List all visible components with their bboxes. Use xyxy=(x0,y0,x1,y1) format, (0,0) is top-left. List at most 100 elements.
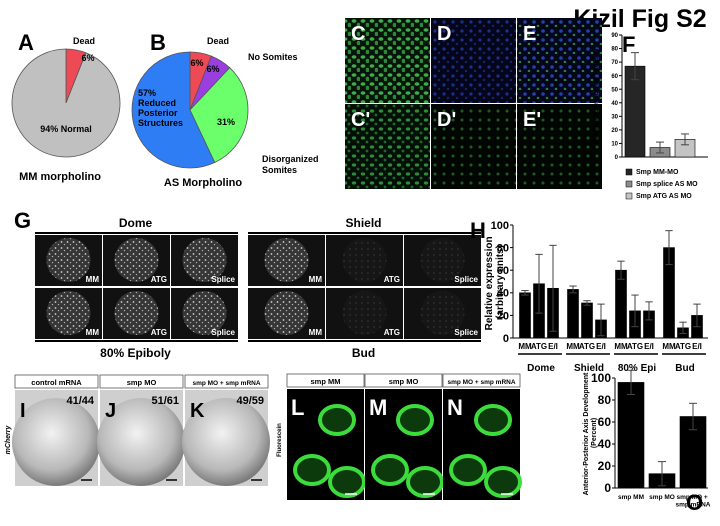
legend-swatch xyxy=(625,168,633,176)
embryo xyxy=(371,454,409,486)
embryo xyxy=(396,404,434,436)
y-tick-label: 50 xyxy=(611,87,618,93)
panel-label: L xyxy=(291,395,304,420)
y-tick-label: 40 xyxy=(611,101,618,107)
image-label: ATG xyxy=(151,275,167,284)
embryo xyxy=(182,291,227,335)
embryo xyxy=(114,238,159,282)
y-tick-label: 0 xyxy=(604,481,611,495)
group-label: Dome xyxy=(527,363,555,374)
x-tick-label: smp MO xyxy=(649,494,675,501)
y-tick-label: 10 xyxy=(611,142,618,148)
panel-label: E xyxy=(523,23,536,45)
bar xyxy=(615,269,627,339)
x-tick-label: smp MO + smp mRNA xyxy=(675,494,710,509)
embryo xyxy=(484,466,522,498)
image-label: MM xyxy=(86,328,100,337)
embryo xyxy=(182,398,270,486)
legend-label: Smp MM-MO xyxy=(636,169,679,176)
pie-slice xyxy=(189,67,249,164)
header-box xyxy=(14,374,99,389)
header: smp MO xyxy=(127,378,157,387)
embryo xyxy=(264,291,309,335)
x-tick-label: E/I xyxy=(644,342,654,351)
y-axis-label: Relative expression (arbitrary units) xyxy=(484,234,506,331)
image-label: MM xyxy=(309,275,323,284)
embryo xyxy=(474,404,512,436)
embryo xyxy=(420,238,465,282)
group-label: Shield xyxy=(574,363,604,374)
header: smp MO + smp mRNA xyxy=(192,380,260,387)
panel-label: K xyxy=(190,400,205,422)
category-label: Dead xyxy=(73,36,95,46)
stage-label: Bud xyxy=(352,346,375,360)
y-tick-label: 80 xyxy=(611,47,618,53)
group-label: Bud xyxy=(675,363,694,374)
image-label: Splice xyxy=(211,275,235,284)
header-box xyxy=(184,374,269,389)
image-label: Splice xyxy=(454,328,478,337)
panel-label: E' xyxy=(523,109,541,131)
value-label: 94% Normal xyxy=(40,124,92,134)
x-tick-label: E/I xyxy=(596,342,606,351)
x-tick-label: ATG xyxy=(627,342,643,351)
group-label: 80% Epi xyxy=(618,363,657,374)
embryo xyxy=(97,398,185,486)
embryo xyxy=(182,238,227,282)
y-axis-label: Anterior-Posterior Axis Development (Per… xyxy=(583,371,598,496)
stage-label: Shield xyxy=(345,216,381,230)
header-box xyxy=(286,373,365,388)
embryo xyxy=(449,454,487,486)
header: smp MO xyxy=(389,377,419,386)
count: 51/61 xyxy=(151,395,179,407)
image-label: ATG xyxy=(384,275,400,284)
category-label: Dead xyxy=(207,36,229,46)
count: 41/44 xyxy=(66,395,94,407)
stage-label: 80% Epiboly xyxy=(100,346,171,360)
bar xyxy=(519,292,531,339)
image-label: MM xyxy=(309,328,323,337)
side-label: mCherry xyxy=(5,425,12,455)
value-label: 6% xyxy=(190,58,203,68)
y-tick-label: 20 xyxy=(611,128,618,134)
micrograph xyxy=(345,104,430,189)
y-tick-label: 60 xyxy=(611,74,618,80)
y-tick-label: 60 xyxy=(598,415,612,429)
panel-label: O xyxy=(686,490,703,515)
image-label: ATG xyxy=(151,328,167,337)
x-tick-label: MM xyxy=(518,342,532,351)
y-tick-label: 90 xyxy=(611,33,618,39)
x-tick-label: smp MM xyxy=(618,494,644,501)
y-tick-label: 30 xyxy=(611,114,618,120)
embryo xyxy=(46,291,91,335)
panel-label: N xyxy=(447,395,463,420)
x-tick-label: MM xyxy=(662,342,676,351)
pie-slice xyxy=(131,51,216,169)
chart-title: MM morpholino xyxy=(19,171,101,183)
y-tick-label: 60 xyxy=(497,265,509,277)
embryo xyxy=(328,466,366,498)
y-tick-label: 40 xyxy=(598,437,612,451)
count: 49/59 xyxy=(236,395,264,407)
panel-label: B xyxy=(150,30,166,55)
header: smp MM xyxy=(311,377,341,386)
panel-label: G xyxy=(14,208,31,233)
header: smp MO + smp mRNA xyxy=(447,379,515,386)
image-label: Splice xyxy=(211,328,235,337)
micrograph xyxy=(517,104,602,189)
panel-label: D' xyxy=(437,109,456,131)
embryo xyxy=(342,238,387,282)
embryo xyxy=(264,238,309,282)
bar xyxy=(617,382,645,489)
header: control mRNA xyxy=(31,378,82,387)
x-tick-label: MM xyxy=(566,342,580,351)
header-box xyxy=(442,373,521,388)
image-label: ATG xyxy=(384,328,400,337)
legend-swatch xyxy=(625,192,633,200)
y-tick-label: 0 xyxy=(615,155,619,161)
legend-label: Smp splice AS MO xyxy=(636,181,698,188)
legend-swatch xyxy=(625,180,633,188)
value-label: 6% xyxy=(206,64,219,74)
x-tick-label: E/I xyxy=(692,342,702,351)
